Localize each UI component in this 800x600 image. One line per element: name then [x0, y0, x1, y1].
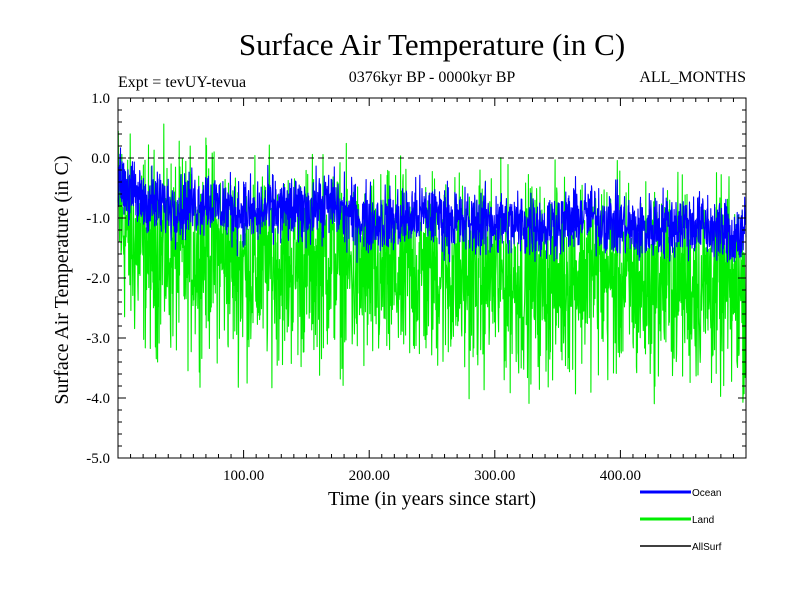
legend: Ocean Land AllSurf: [640, 488, 722, 553]
y-tick-label: 1.0: [91, 91, 110, 107]
chart-title: Surface Air Temperature (in C): [239, 27, 625, 62]
plot-area: 1.0 0.0 -1.0 -2.0 -3.0 -4.0 -5.0 100.00 200.00 3…: [86, 91, 747, 484]
y-axis: 1.0 0.0 -1.0 -2.0 -3.0 -4.0 -5.0: [86, 91, 746, 467]
land-series: [117, 123, 747, 405]
y-tick-label: -1.0: [86, 211, 110, 227]
legend-label: Ocean: [692, 488, 721, 499]
y-tick-label: -4.0: [86, 391, 110, 407]
x-tick-label: 200.00: [349, 468, 390, 484]
y-axis-label: Surface Air Temperature (in C): [51, 155, 73, 404]
ocean-line: [117, 147, 747, 263]
x-tick-label: 100.00: [223, 468, 264, 484]
x-axis-label: Time (in years since start): [328, 488, 536, 510]
months-label: ALL_MONTHS: [639, 69, 746, 86]
ocean-series: [117, 147, 747, 263]
legend-label: AllSurf: [692, 542, 722, 553]
period-label: 0376kyr BP - 0000kyr BP: [349, 69, 516, 86]
y-tick-label: -2.0: [86, 271, 110, 287]
y-tick-label: -3.0: [86, 331, 110, 347]
land-line: [117, 123, 747, 405]
x-axis: 100.00 200.00 300.00 400.00: [130, 98, 734, 484]
y-tick-label: 0.0: [91, 151, 110, 167]
legend-label: Land: [692, 515, 714, 526]
x-tick-label: 400.00: [600, 468, 641, 484]
y-tick-label: -5.0: [86, 451, 110, 467]
x-tick-label: 300.00: [474, 468, 515, 484]
experiment-label: Expt = tevUY-tevua: [118, 74, 246, 91]
